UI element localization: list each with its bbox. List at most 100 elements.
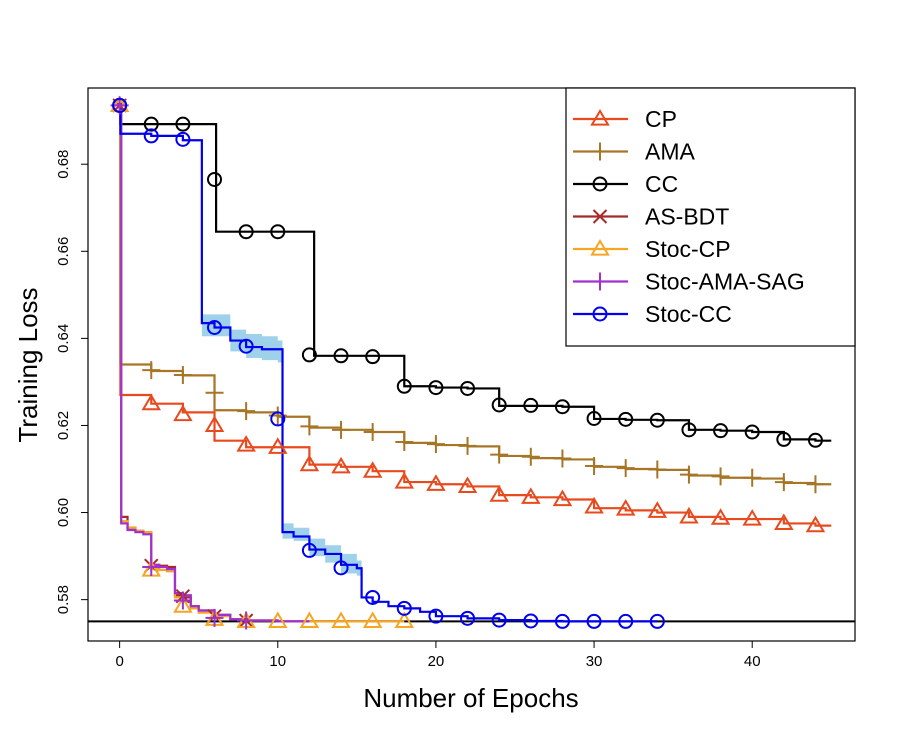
cc-marker <box>554 399 570 415</box>
ama-marker <box>679 465 698 484</box>
stoc-cp-marker <box>331 611 351 629</box>
legend-marker-as-bdt <box>592 209 608 224</box>
cc-marker <box>333 348 349 364</box>
cc-marker <box>776 431 792 447</box>
stoc-cp-marker <box>173 596 193 613</box>
cp-marker <box>236 435 256 452</box>
stoc-cp-marker <box>394 611 415 629</box>
ama-marker <box>806 475 825 494</box>
cp-marker <box>774 513 794 531</box>
ama-marker <box>743 468 762 487</box>
cp-marker <box>489 485 509 502</box>
ama-marker <box>205 383 224 402</box>
stoc-ama-sag-marker <box>142 557 161 576</box>
ama-marker <box>173 365 192 384</box>
cp-line <box>119 104 832 527</box>
stoc-cc-marker <box>554 613 570 629</box>
y-tick-label: 0.58 <box>55 585 72 614</box>
ama-marker <box>553 449 572 468</box>
stoc-cc-line <box>119 104 658 623</box>
y-tick-label: 0.62 <box>55 411 72 440</box>
cp-marker <box>141 393 162 411</box>
cc-marker <box>238 224 254 240</box>
stoc-cc-marker <box>143 128 159 144</box>
ama-marker <box>711 467 730 486</box>
ama-marker <box>142 361 161 380</box>
cc-marker <box>491 397 507 413</box>
cp-marker <box>615 499 636 516</box>
cp-marker <box>805 515 826 533</box>
cp-marker <box>394 472 415 489</box>
legend-marker-ama <box>591 142 609 161</box>
stoc-cc-marker <box>649 613 665 629</box>
legend: CP AMA CC AS-BDT Stoc-CP Stoc-AMA-SAG Stoc-CC <box>565 87 856 347</box>
ama-marker <box>395 433 414 452</box>
x-axis: 0 10 20 30 40 <box>115 640 761 670</box>
x-tick-label: 40 <box>744 653 761 670</box>
marker-layer <box>109 95 826 630</box>
y-axis-label: Training Loss <box>13 287 43 442</box>
legend-marker-stoc-cc <box>592 306 608 322</box>
stoc-cc-marker <box>270 411 286 427</box>
cp-marker <box>331 456 351 474</box>
cc-marker <box>365 349 381 365</box>
ama-marker <box>300 417 319 436</box>
y-axis: 0.58 0.60 0.62 0.64 0.66 0.68 <box>55 150 89 614</box>
stoc-cc-marker <box>365 589 381 605</box>
y-tick-label: 0.66 <box>55 237 72 266</box>
stoc-cp-marker <box>362 611 383 629</box>
stoc-cc-marker <box>396 600 412 616</box>
cc-marker <box>807 432 823 448</box>
ama-marker <box>490 445 509 464</box>
y-tick-label: 0.60 <box>55 498 72 527</box>
cc-marker <box>207 171 223 187</box>
cc-marker <box>681 422 697 438</box>
stoc-ama-sag-marker <box>173 591 192 610</box>
stoc-cc-marker <box>428 608 444 624</box>
cc-marker <box>143 116 159 132</box>
legend-label-stoc-cc: Stoc-CC <box>645 301 732 327</box>
cp-marker <box>173 404 193 422</box>
cc-marker <box>301 347 317 363</box>
stoc-cc-marker <box>618 613 634 629</box>
cc-marker <box>175 116 191 132</box>
legend-label-stoc-ama-sag: Stoc-AMA-SAG <box>645 269 805 295</box>
cc-marker <box>649 412 665 428</box>
ama-marker <box>585 456 604 475</box>
legend-label-cp: CP <box>645 106 677 132</box>
stoc-cc-marker <box>175 131 191 147</box>
stoc-cc-marker <box>207 319 223 335</box>
x-tick-label: 30 <box>586 653 603 670</box>
stoc-ama-sag-marker <box>205 608 224 627</box>
stoc-cc-marker <box>460 610 476 626</box>
x-tick-label: 10 <box>269 653 286 670</box>
cp-marker <box>268 437 288 454</box>
ama-marker <box>237 402 256 421</box>
cp-marker <box>204 415 225 433</box>
stoc-cc-marker <box>523 613 539 629</box>
ama-marker <box>774 473 793 492</box>
stoc-cc-marker <box>112 97 128 113</box>
ama-marker <box>332 420 351 439</box>
y-tick-label: 0.64 <box>55 324 72 353</box>
cc-marker <box>428 380 444 396</box>
legend-marker-cp <box>590 109 610 126</box>
cc-marker <box>270 224 286 240</box>
ama-marker <box>426 435 445 454</box>
cc-marker <box>523 397 539 413</box>
stoc-ama-sag-line <box>119 104 310 623</box>
stoc-ama-sag-marker <box>237 611 256 630</box>
stoc-cc-marker <box>238 338 254 354</box>
ama-marker <box>521 447 540 466</box>
stoc-cp-marker <box>268 611 288 629</box>
cp-marker <box>299 454 320 472</box>
y-tick-label: 0.68 <box>55 150 72 179</box>
x-axis-label: Number of Epochs <box>363 683 578 713</box>
legend-marker-cc <box>592 176 608 192</box>
stoc-cp-marker <box>299 611 320 629</box>
cp-marker <box>426 474 446 491</box>
legend-marker-stoc-cp <box>590 239 610 256</box>
cp-marker <box>710 508 731 525</box>
cp-marker <box>584 496 604 514</box>
